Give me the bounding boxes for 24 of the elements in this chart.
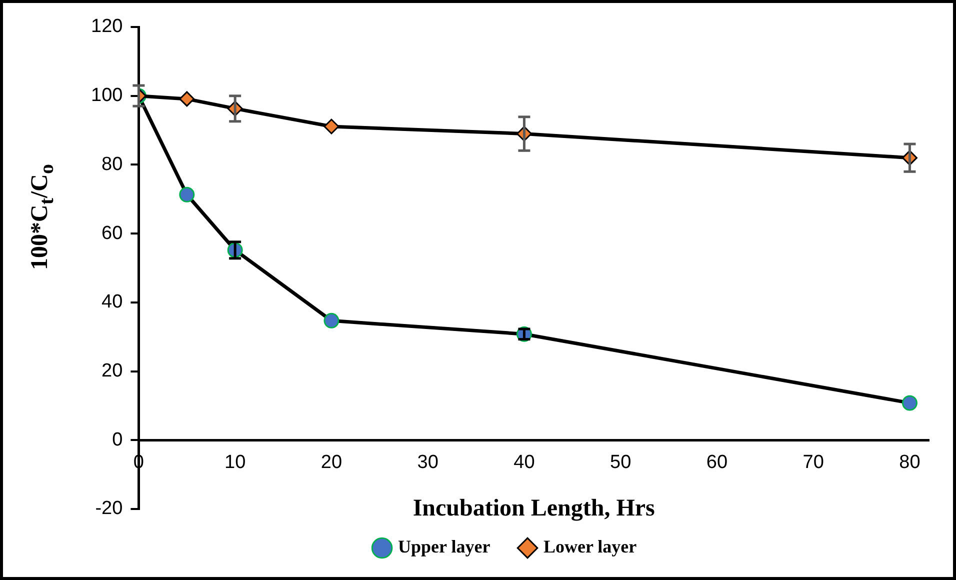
x-tick-label: 70 <box>802 452 824 473</box>
y-tick-label: 120 <box>91 16 123 38</box>
x-tick-label: 40 <box>514 452 535 473</box>
x-tick-label: 50 <box>610 452 632 473</box>
y-tick-label: 40 <box>102 292 123 313</box>
y-tick-label: 100 <box>91 85 123 106</box>
y-tick-label: 0 <box>112 429 123 450</box>
x-tick-label: 10 <box>224 452 246 473</box>
x-tick-label: 80 <box>899 452 920 473</box>
point <box>179 186 195 202</box>
point <box>179 91 195 107</box>
y-tick-label: -20 <box>95 498 123 520</box>
y-tick-label: 20 <box>102 360 123 382</box>
point <box>324 118 340 134</box>
y-tick-label: 60 <box>102 222 123 244</box>
point <box>902 395 918 411</box>
legend-label: Lower layer <box>544 536 637 557</box>
legend-label: Upper layer <box>398 536 490 557</box>
y-tick-label: 80 <box>102 154 123 175</box>
x-axis-title: Incubation Length, Hrs <box>412 496 655 522</box>
point <box>324 312 340 328</box>
x-tick-label: 30 <box>417 452 438 473</box>
x-tick-label: 60 <box>706 452 728 473</box>
x-tick-label: 20 <box>320 452 342 473</box>
